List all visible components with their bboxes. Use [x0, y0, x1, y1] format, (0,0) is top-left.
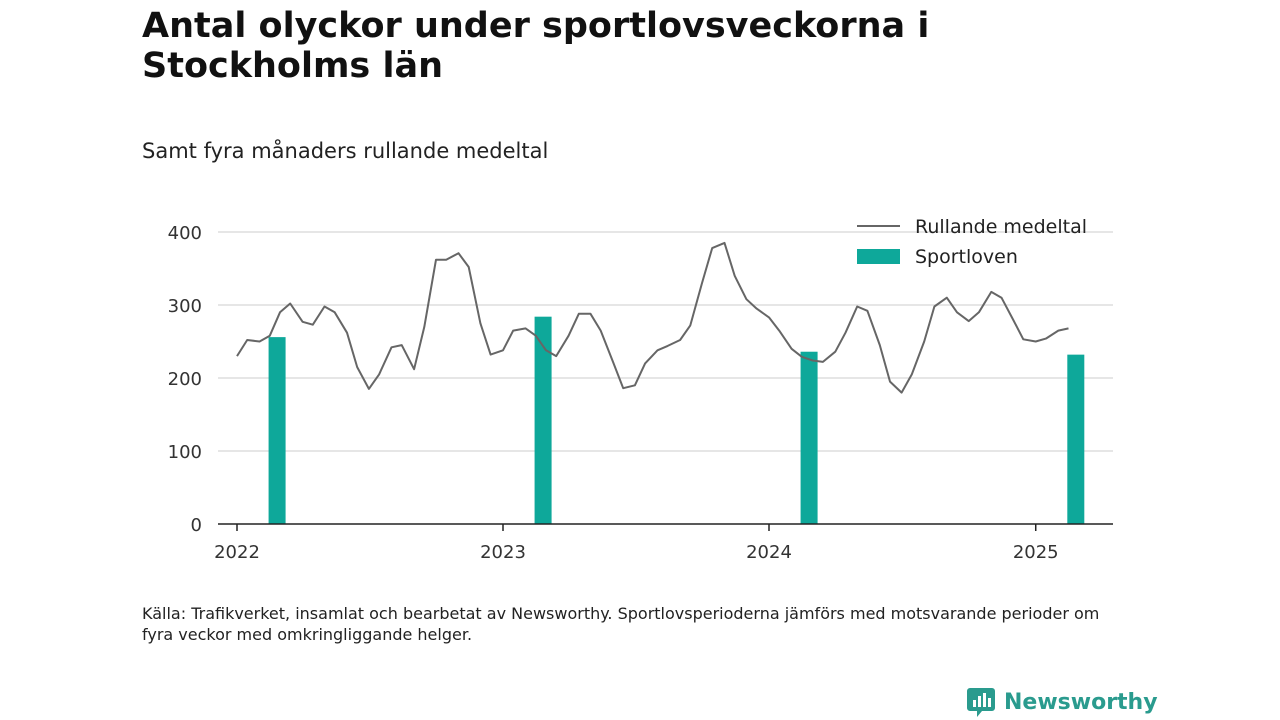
- y-tick-label: 0: [191, 515, 202, 536]
- newsworthy-logo-text: Newsworthy: [1004, 689, 1158, 715]
- chart-title: Antal olyckor under sportlovsveckorna i …: [142, 6, 930, 86]
- x-tick-label: 2023: [480, 542, 526, 563]
- legend-label-bar: Sportloven: [915, 246, 1018, 268]
- source-note: Källa: Trafikverket, insamlat och bearbe…: [142, 604, 1100, 644]
- y-tick-label: 300: [168, 296, 202, 317]
- bar-series: [268, 316, 1085, 524]
- y-tick-label: 100: [168, 442, 202, 463]
- y-tick-label: 400: [168, 223, 202, 244]
- x-tick-label: 2024: [746, 542, 792, 563]
- bar-sportlov: [534, 316, 552, 524]
- bar-sportlov: [800, 351, 818, 524]
- x-tick-label: 2022: [214, 542, 260, 563]
- bar-sportlov: [1067, 354, 1085, 524]
- line-rullande-medeltal: [236, 241, 1069, 394]
- axes: 0 100 200 300 400 2022 2023 2024 2025: [168, 223, 1113, 563]
- legend-swatch-bar: [857, 249, 900, 264]
- line-series: [236, 241, 1069, 394]
- bar-sportlov: [268, 337, 286, 524]
- grid: [218, 231, 1113, 452]
- y-tick-label: 200: [168, 369, 202, 390]
- newsworthy-logo: Newsworthy: [966, 686, 1158, 718]
- newsworthy-logo-icon: [967, 688, 995, 717]
- chart-subtitle: Samt fyra månaders rullande medeltal: [142, 139, 549, 163]
- legend: Rullande medeltal Sportloven: [857, 216, 1087, 268]
- legend-label-line: Rullande medeltal: [915, 216, 1087, 238]
- x-tick-label: 2025: [1013, 542, 1059, 563]
